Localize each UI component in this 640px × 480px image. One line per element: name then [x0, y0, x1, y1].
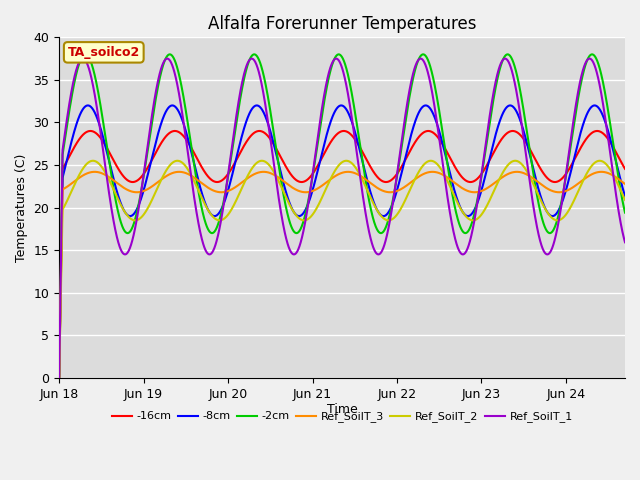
Legend: -16cm, -8cm, -2cm, Ref_SoilT_3, Ref_SoilT_2, Ref_SoilT_1: -16cm, -8cm, -2cm, Ref_SoilT_3, Ref_Soil…: [107, 407, 577, 427]
Y-axis label: Temperatures (C): Temperatures (C): [15, 154, 28, 262]
X-axis label: Time: Time: [326, 403, 358, 416]
Title: Alfalfa Forerunner Temperatures: Alfalfa Forerunner Temperatures: [208, 15, 476, 33]
Text: TA_soilco2: TA_soilco2: [68, 46, 140, 59]
